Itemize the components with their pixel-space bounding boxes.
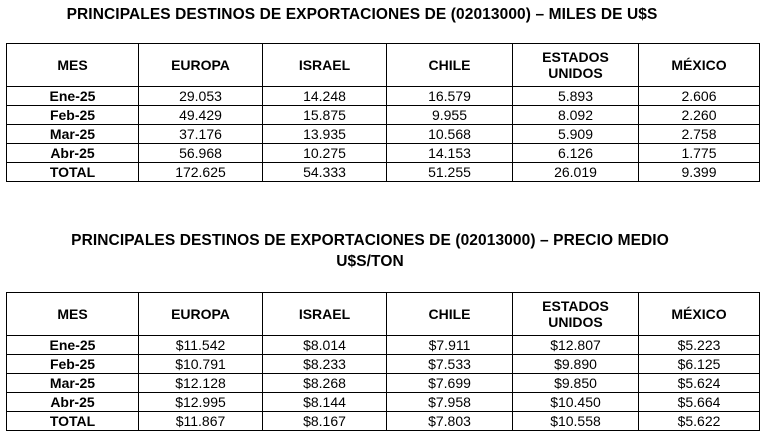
table-cell: $12.807 (512, 335, 639, 355)
table-cell: 29.053 (138, 86, 263, 106)
table-cell: $12.128 (138, 373, 263, 393)
table2-title-unit: U$S/TON (336, 253, 404, 270)
table-cell: $7.533 (386, 354, 513, 374)
exports-value-table: MES EUROPA ISRAEL CHILE ESTADOS UNIDOS MÉXICO… (6, 43, 760, 182)
table-cell: 16.579 (386, 86, 513, 106)
table-cell: $12.995 (138, 392, 263, 412)
table-cell: $8.268 (262, 373, 387, 393)
table-cell: $7.699 (386, 373, 513, 393)
table-row: Mar-25 37.176 13.935 10.568 5.909 2.758 (6, 124, 760, 144)
table-cell: $7.803 (386, 411, 513, 431)
column-header: MÉXICO (638, 43, 760, 87)
table-cell: $10.558 (512, 411, 639, 431)
table-row: TOTAL $11.867 $8.167 $7.803 $10.558 $5.622 (6, 411, 760, 431)
table-cell: 9.955 (386, 105, 513, 125)
table-cell: $10.450 (512, 392, 639, 412)
table-cell: 14.153 (386, 143, 513, 163)
row-label: Feb-25 (6, 354, 139, 374)
table-cell: 15.875 (262, 105, 387, 125)
row-label: TOTAL (6, 162, 139, 182)
table-cell: $9.890 (512, 354, 639, 374)
column-header: EUROPA (138, 292, 263, 336)
table-cell: 2.758 (638, 124, 760, 144)
column-header: MES (6, 43, 139, 87)
column-header: MES (6, 292, 139, 336)
table-cell: 172.625 (138, 162, 263, 182)
table-cell: $5.664 (638, 392, 760, 412)
header-row: MES EUROPA ISRAEL CHILE ESTADOS UNIDOS MÉXICO (6, 43, 760, 87)
column-header: CHILE (386, 43, 513, 87)
row-label: TOTAL (6, 411, 139, 431)
table-cell: 9.399 (638, 162, 760, 182)
table-cell: $7.958 (386, 392, 513, 412)
table-cell: $5.624 (638, 373, 760, 393)
table-cell: 6.126 (512, 143, 639, 163)
table-row: TOTAL 172.625 54.333 51.255 26.019 9.399 (6, 162, 760, 182)
table-cell: $11.542 (138, 335, 263, 355)
table-cell: $8.167 (262, 411, 387, 431)
column-header: ISRAEL (262, 43, 387, 87)
table2-title: PRINCIPALES DESTINOS DE EXPORTACIONES DE… (71, 232, 669, 249)
table-row: Ene-25 29.053 14.248 16.579 5.893 2.606 (6, 86, 760, 106)
table-cell: $5.223 (638, 335, 760, 355)
column-header: ESTADOS UNIDOS (512, 43, 639, 87)
table-row: Ene-25 $11.542 $8.014 $7.911 $12.807 $5.223 (6, 335, 760, 355)
table-cell: $8.233 (262, 354, 387, 374)
column-header: CHILE (386, 292, 513, 336)
table-row: Feb-25 $10.791 $8.233 $7.533 $9.890 $6.125 (6, 354, 760, 374)
table-cell: $8.014 (262, 335, 387, 355)
table-cell: 10.568 (386, 124, 513, 144)
table-cell: 49.429 (138, 105, 263, 125)
table-cell: 37.176 (138, 124, 263, 144)
table-cell: 2.606 (638, 86, 760, 106)
table-cell: $5.622 (638, 411, 760, 431)
table-cell: 51.255 (386, 162, 513, 182)
table-cell: 56.968 (138, 143, 263, 163)
table-cell: 8.092 (512, 105, 639, 125)
column-header: ESTADOS UNIDOS (512, 292, 639, 336)
table-cell: $11.867 (138, 411, 263, 431)
row-label: Feb-25 (6, 105, 139, 125)
table-cell: 5.909 (512, 124, 639, 144)
table-cell: 10.275 (262, 143, 387, 163)
header-row: MES EUROPA ISRAEL CHILE ESTADOS UNIDOS MÉXICO (6, 292, 760, 336)
row-label: Ene-25 (6, 86, 139, 106)
table-cell: $8.144 (262, 392, 387, 412)
table-cell: $10.791 (138, 354, 263, 374)
table-cell: 1.775 (638, 143, 760, 163)
table-cell: 13.935 (262, 124, 387, 144)
column-header: ISRAEL (262, 292, 387, 336)
row-label: Ene-25 (6, 335, 139, 355)
column-header: MÉXICO (638, 292, 760, 336)
exports-price-table: MES EUROPA ISRAEL CHILE ESTADOS UNIDOS MÉXICO… (6, 292, 760, 431)
table-cell: $7.911 (386, 335, 513, 355)
table-cell: 2.260 (638, 105, 760, 125)
row-label: Mar-25 (6, 124, 139, 144)
table-row: Abr-25 56.968 10.275 14.153 6.126 1.775 (6, 143, 760, 163)
row-label: Mar-25 (6, 373, 139, 393)
table-row: Feb-25 49.429 15.875 9.955 8.092 2.260 (6, 105, 760, 125)
table-cell: $9.850 (512, 373, 639, 393)
table-cell: 26.019 (512, 162, 639, 182)
column-header: EUROPA (138, 43, 263, 87)
table-cell: $6.125 (638, 354, 760, 374)
row-label: Abr-25 (6, 392, 139, 412)
table-cell: 14.248 (262, 86, 387, 106)
table-row: Abr-25 $12.995 $8.144 $7.958 $10.450 $5.664 (6, 392, 760, 412)
table-cell: 5.893 (512, 86, 639, 106)
row-label: Abr-25 (6, 143, 139, 163)
table-cell: 54.333 (262, 162, 387, 182)
table-row: Mar-25 $12.128 $8.268 $7.699 $9.850 $5.624 (6, 373, 760, 393)
table1-title: PRINCIPALES DESTINOS DE EXPORTACIONES DE… (66, 6, 658, 23)
